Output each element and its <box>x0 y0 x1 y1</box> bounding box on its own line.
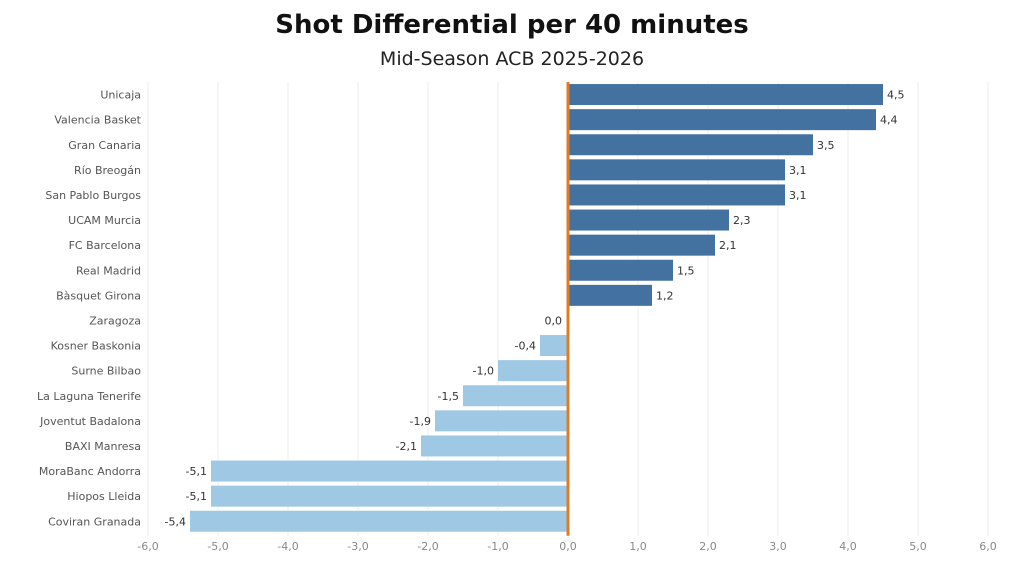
x-tick-label: -4,0 <box>277 540 298 553</box>
x-tick-label: 4,0 <box>839 540 857 553</box>
category-label: La Laguna Tenerife <box>37 390 141 403</box>
category-label: FC Barcelona <box>69 239 141 252</box>
bar <box>568 159 785 181</box>
data-label: -5,1 <box>186 465 207 478</box>
bar <box>568 259 673 281</box>
x-tick-label: 5,0 <box>909 540 927 553</box>
data-label: 3,1 <box>789 164 807 177</box>
data-label: -5,4 <box>165 515 186 528</box>
x-tick-label: -1,0 <box>487 540 508 553</box>
chart-subtitle: Mid-Season ACB 2025-2026 <box>379 48 645 70</box>
bar <box>568 209 729 231</box>
data-label: -1,9 <box>410 415 431 428</box>
x-tick-label: 6,0 <box>979 540 997 553</box>
chart-title: Shot Differential per 40 minutes <box>275 10 749 40</box>
labels: Unicaja 4,5 Valencia Basket 4,4 Gran Canaria… <box>37 89 904 529</box>
x-tick-label: -6,0 <box>137 540 158 553</box>
data-label: 0,0 <box>545 314 563 327</box>
bar <box>568 84 883 106</box>
bar <box>568 109 876 131</box>
category-label: Hiopos Lleida <box>67 490 141 503</box>
category-label: UCAM Murcia <box>68 214 141 227</box>
category-label: Gran Canaria <box>68 139 141 152</box>
x-tick-label: 3,0 <box>769 540 787 553</box>
category-label: San Pablo Burgos <box>45 189 141 202</box>
category-label: Bàsquet Girona <box>56 289 141 302</box>
x-axis-ticks: -6,0 -5,0 -4,0 -3,0 -2,0 -1,0 0,0 1,0 2,0 3,0 4,0 5… <box>137 540 996 553</box>
data-label: 4,4 <box>880 114 898 127</box>
data-label: 2,3 <box>733 214 751 227</box>
data-label: -2,1 <box>396 440 417 453</box>
bar <box>463 385 568 407</box>
x-tick-label: -3,0 <box>347 540 368 553</box>
data-label: 3,5 <box>817 139 835 152</box>
x-tick-label: 0,0 <box>559 540 577 553</box>
x-tick-label: -5,0 <box>207 540 228 553</box>
category-label: MoraBanc Andorra <box>39 465 141 478</box>
bar <box>211 485 568 507</box>
category-label: Valencia Basket <box>54 114 141 127</box>
data-label: 4,5 <box>887 89 905 102</box>
category-label: Río Breogán <box>74 164 141 177</box>
bar <box>568 184 785 206</box>
data-label: 1,5 <box>677 264 695 277</box>
x-tick-label: -2,0 <box>417 540 438 553</box>
bar <box>540 335 568 357</box>
bar <box>498 360 568 382</box>
category-label: Kosner Baskonia <box>51 340 141 353</box>
bars <box>190 84 883 532</box>
category-label: Joventut Badalona <box>39 415 141 428</box>
category-label: Surne Bilbao <box>71 365 141 378</box>
category-label: Real Madrid <box>76 264 141 277</box>
x-tick-label: 1,0 <box>629 540 647 553</box>
data-label: 1,2 <box>656 289 674 302</box>
bar <box>568 134 813 156</box>
data-label: 2,1 <box>719 239 737 252</box>
category-label: Coviran Granada <box>48 515 141 528</box>
bar <box>568 234 715 256</box>
x-tick-label: 2,0 <box>699 540 717 553</box>
bar <box>211 460 568 482</box>
category-label: Unicaja <box>100 89 141 102</box>
bar <box>435 410 568 432</box>
data-label: 3,1 <box>789 189 807 202</box>
bar <box>568 284 652 306</box>
category-label: BAXI Manresa <box>65 440 141 453</box>
data-label: -1,0 <box>473 365 494 378</box>
bar <box>421 435 568 457</box>
data-label: -5,1 <box>186 490 207 503</box>
category-label: Zaragoza <box>89 314 141 327</box>
bar <box>190 510 568 532</box>
data-label: -1,5 <box>438 390 459 403</box>
data-label: -0,4 <box>515 340 536 353</box>
